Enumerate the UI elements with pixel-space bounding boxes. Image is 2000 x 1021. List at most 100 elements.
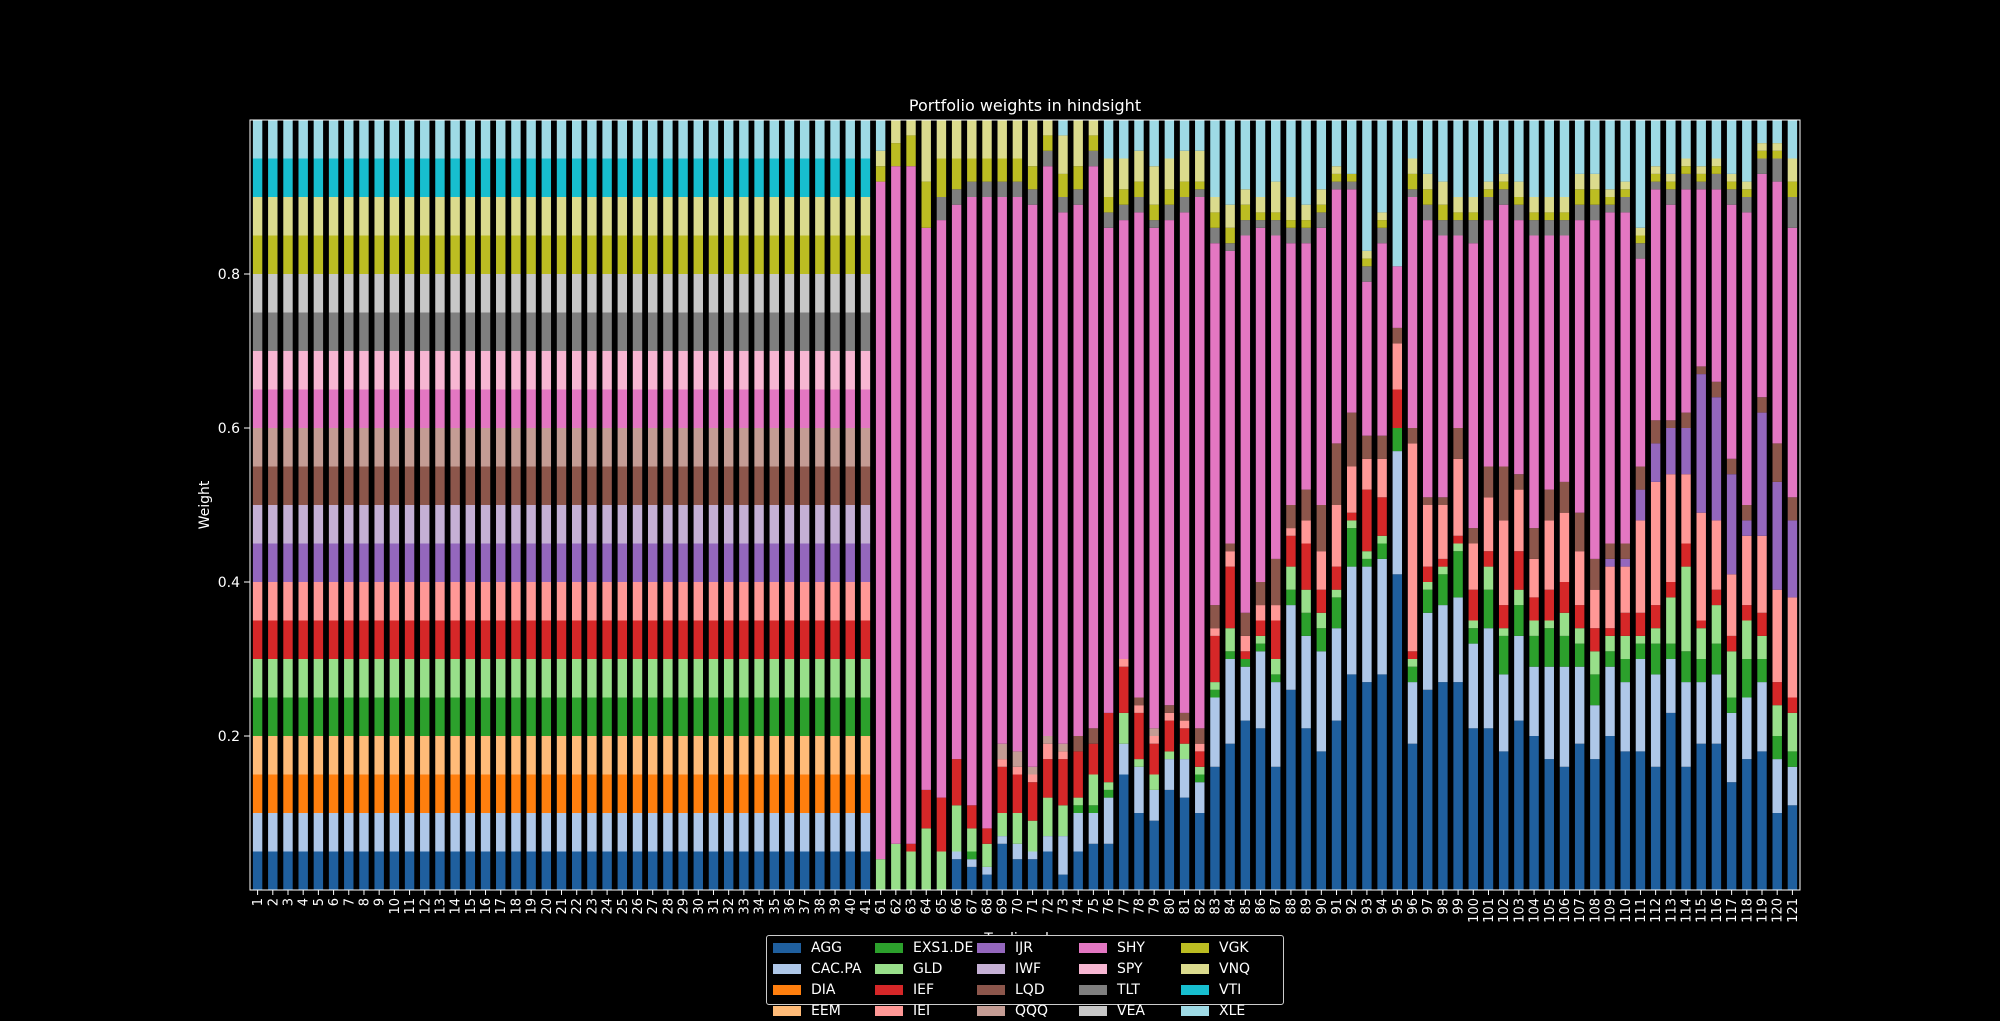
bar-segment-vnq-day-74 xyxy=(1073,120,1083,167)
bar-segment-lqd-day-100 xyxy=(1468,528,1478,544)
bar-segment-cac-pa-day-41 xyxy=(860,813,871,852)
bar-segment-iei-day-26 xyxy=(632,582,643,621)
bar-segment-tlt-day-17 xyxy=(496,312,506,351)
bar-segment-cac-pa-day-72 xyxy=(1043,836,1053,852)
bar-segment-gld-day-80 xyxy=(1164,751,1175,760)
bar-segment-exs1-de-day-118 xyxy=(1742,659,1752,698)
bar-segment-iei-day-79 xyxy=(1149,736,1159,744)
bar-segment-vea-day-37 xyxy=(799,274,810,313)
bar-segment-tlt-day-105 xyxy=(1544,220,1554,236)
bar-segment-vnq-day-63 xyxy=(906,120,916,136)
bar-segment-cac-pa-day-106 xyxy=(1559,666,1570,767)
bar-segment-ijr-day-11 xyxy=(404,543,415,582)
bar-segment-agg-day-121 xyxy=(1787,805,1798,890)
bar-segment-cac-pa-day-29 xyxy=(678,813,688,852)
bar-segment-spy-day-26 xyxy=(632,351,643,390)
bar-segment-cac-pa-day-92 xyxy=(1347,566,1357,675)
bar-segment-vgk-day-84 xyxy=(1225,227,1235,244)
bar-segment-iei-day-89 xyxy=(1301,520,1311,544)
bar-segment-spy-day-18 xyxy=(511,351,521,390)
bar-segment-exs1-de-day-101 xyxy=(1483,589,1494,629)
bar-segment-vnq-day-104 xyxy=(1529,197,1539,213)
x-tick-label: 74 xyxy=(1072,898,1087,915)
bar-segment-ijr-day-117 xyxy=(1726,474,1737,575)
bar-segment-exs1-de-day-109 xyxy=(1605,651,1615,667)
bar-segment-vgk-day-101 xyxy=(1483,189,1494,197)
bar-segment-vgk-day-14 xyxy=(450,235,460,274)
bar-segment-gld-day-20 xyxy=(541,659,552,698)
bar-segment-tlt-day-115 xyxy=(1696,181,1706,190)
bar-segment-spy-day-12 xyxy=(420,351,430,390)
bar-segment-vnq-day-93 xyxy=(1362,250,1372,259)
bar-segment-xle-day-12 xyxy=(420,120,430,159)
bar-segment-tlt-day-103 xyxy=(1514,204,1524,221)
bar-segment-vnq-day-96 xyxy=(1407,158,1418,174)
x-axis: 1 2 3 4 5 6 7 8 9 10 11 12 13 14 15 16 17 18 19 20 21 22 23 24 2… xyxy=(251,890,1801,923)
bar-segment-cac-pa-day-77 xyxy=(1119,743,1129,775)
bar-segment-ief-day-116 xyxy=(1711,589,1722,606)
bar-segment-tlt-day-31 xyxy=(708,312,719,351)
bar-segment-ief-day-118 xyxy=(1742,605,1752,621)
bar-segment-vnq-day-110 xyxy=(1620,181,1630,190)
bar-segment-shy-day-23 xyxy=(587,389,597,428)
bar-segment-vti-day-36 xyxy=(784,158,795,197)
bar-segment-iei-day-117 xyxy=(1726,574,1737,636)
bar-segment-agg-day-109 xyxy=(1605,736,1615,890)
x-tick-label: 106 xyxy=(1558,898,1573,923)
bar-segment-iwf-day-34 xyxy=(754,505,764,544)
bar-segment-lqd-day-32 xyxy=(723,466,734,505)
bar-segment-ijr-day-32 xyxy=(723,543,734,582)
bar-segment-eem-day-25 xyxy=(617,736,628,775)
bar-segment-gld-day-66 xyxy=(951,805,962,852)
bar-segment-lqd-day-88 xyxy=(1286,505,1296,529)
bar-segment-agg-day-22 xyxy=(572,851,582,890)
legend-swatch xyxy=(773,1006,801,1016)
bar-segment-shy-day-110 xyxy=(1620,212,1630,544)
bar-segment-gld-day-78 xyxy=(1134,759,1144,767)
bar-segment-gld-day-82 xyxy=(1195,766,1205,775)
bar-segment-iei-day-81 xyxy=(1179,720,1190,729)
bar-segment-exs1-de-day-102 xyxy=(1498,635,1509,675)
bar-segment-xle-day-114 xyxy=(1681,120,1691,159)
bar-segment-spy-day-40 xyxy=(845,351,855,390)
bar-segment-shy-day-98 xyxy=(1438,235,1448,498)
bar-segment-ief-day-32 xyxy=(723,620,734,659)
bar-segment-vti-day-27 xyxy=(647,158,658,197)
bar-segment-vnq-day-4 xyxy=(298,197,308,236)
bar-segment-shy-day-121 xyxy=(1787,227,1798,498)
bar-segment-shy-day-100 xyxy=(1468,243,1478,529)
bar-segment-exs1-de-day-40 xyxy=(845,697,855,736)
bar-segment-iei-day-98 xyxy=(1438,505,1448,559)
bar-segment-agg-day-102 xyxy=(1498,751,1509,890)
bar-segment-cac-pa-day-78 xyxy=(1134,766,1144,813)
x-tick-label: 63 xyxy=(905,898,920,915)
bar-segment-xle-day-24 xyxy=(602,120,612,159)
bar-segment-agg-day-95 xyxy=(1392,574,1403,890)
x-tick-label: 75 xyxy=(1087,898,1102,915)
bar-segment-iei-day-36 xyxy=(784,582,795,621)
bar-segment-exs1-de-day-92 xyxy=(1347,528,1357,567)
bar-segment-vgk-day-25 xyxy=(617,235,628,274)
bar-segment-tlt-day-33 xyxy=(739,312,749,351)
bar-segment-shy-day-24 xyxy=(602,389,612,428)
bar-segment-gld-day-12 xyxy=(420,659,430,698)
x-tick-label: 40 xyxy=(844,898,859,915)
bar-segment-xle-day-90 xyxy=(1316,120,1327,190)
bar-segment-agg-day-83 xyxy=(1210,766,1220,890)
bar-segment-tlt-day-29 xyxy=(678,312,688,351)
bar-segment-shy-day-22 xyxy=(572,389,582,428)
bar-segment-ief-day-82 xyxy=(1195,751,1205,767)
bar-segment-xle-day-99 xyxy=(1453,120,1463,197)
bar-segment-iei-day-116 xyxy=(1711,520,1722,590)
bar-segment-cac-pa-day-39 xyxy=(830,813,840,852)
bar-segment-cac-pa-day-99 xyxy=(1453,597,1463,683)
bar-segment-gld-day-5 xyxy=(313,659,324,698)
legend-item-vgk: VGK xyxy=(1181,938,1249,958)
bar-segment-cac-pa-day-101 xyxy=(1483,628,1494,729)
bar-segment-spy-day-16 xyxy=(480,351,491,390)
bar-segment-ief-day-111 xyxy=(1635,612,1646,636)
bar-segment-agg-day-9 xyxy=(374,851,384,890)
x-tick-label: 3 xyxy=(281,898,296,906)
bar-segment-ijr-day-19 xyxy=(526,543,536,582)
x-tick-label: 99 xyxy=(1452,898,1467,915)
